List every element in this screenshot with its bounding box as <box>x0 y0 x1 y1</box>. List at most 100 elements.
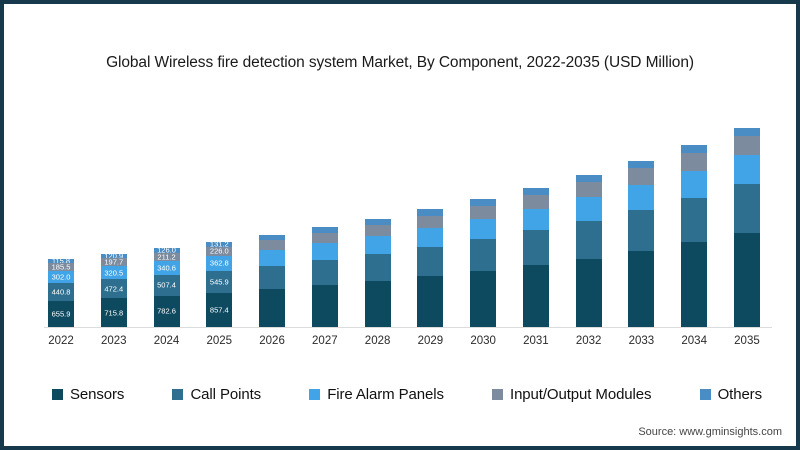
bar-segment: 185.5 <box>48 263 74 271</box>
bar-segment <box>522 230 549 266</box>
bar-segment <box>681 170 708 198</box>
legend-swatch-icon <box>699 389 711 400</box>
bar-segment <box>470 271 497 327</box>
legend-item-call-points: Call Points <box>172 386 261 403</box>
x-axis-label: 2032 <box>575 335 602 347</box>
bar-value-label: 320.5 <box>104 268 124 277</box>
bar-2023: 120.9 197.7 320.5 472.4 715.8 <box>100 251 127 327</box>
legend-item-others: Others <box>699 386 763 403</box>
bar-segment <box>733 232 760 327</box>
x-axis-label: 2031 <box>523 335 549 347</box>
x-axis-label: 2027 <box>312 335 338 347</box>
bar-segment: 507.4 <box>153 275 180 296</box>
bar-value-label: 120.9 <box>104 251 124 261</box>
bar-segment <box>628 209 655 251</box>
source-text: Source: www.gminsights.com <box>638 426 782 438</box>
bar-segment <box>470 205 497 219</box>
bar-segment <box>522 194 549 209</box>
bar-segment <box>364 253 391 282</box>
x-axis-label: 2024 <box>153 335 180 347</box>
bar-2027 <box>311 227 338 327</box>
x-axis-line <box>44 327 772 328</box>
legend-swatch-icon <box>172 389 184 400</box>
bar-value-label: 302.0 <box>51 272 71 282</box>
bar-segment: 782.6 <box>153 295 180 327</box>
bar-segment: 131.2 <box>206 241 233 248</box>
x-axis-label: 2026 <box>259 335 285 347</box>
bar-segment <box>681 242 708 327</box>
bar-segment <box>522 187 549 195</box>
bar-segment <box>311 259 338 286</box>
legend-item-input-output-modules: Input/Output Modules <box>492 386 652 403</box>
bar-value-label: 507.4 <box>157 280 176 290</box>
bar-2032 <box>575 174 602 327</box>
bar-segment: 655.9 <box>48 300 74 327</box>
plot-area: 115.8 185.5 302.0 440.8 655.9 120.9 197.7 320.5… <box>48 104 760 327</box>
bar-segment: 857.4 <box>206 292 233 327</box>
bar-segment: 340.6 <box>153 261 180 276</box>
bar-segment <box>575 220 602 259</box>
bar-segment <box>575 258 602 327</box>
bar-segment <box>628 160 655 169</box>
bar-segment <box>575 174 602 183</box>
x-axis-label: 2022 <box>48 335 74 347</box>
bar-value-label: 115.8 <box>51 256 71 266</box>
bar-segment: 226.0 <box>206 246 233 257</box>
bar-value-label: 472.4 <box>104 283 124 293</box>
bar-segment: 120.9 <box>100 251 127 261</box>
bar-2025: 131.2 226.0 362.8 545.9 857.4 <box>206 241 233 327</box>
bar-segment <box>259 265 286 290</box>
bar-segment <box>364 281 391 327</box>
bar-2024: 126.0 211.2 340.6 507.4 782.6 <box>153 245 180 327</box>
legend-swatch-icon <box>52 389 63 400</box>
bar-segment <box>733 135 760 156</box>
bar-segment <box>681 145 708 154</box>
bar-value-label: 226.0 <box>209 246 229 256</box>
bar-segment <box>522 208 549 231</box>
bar-segment <box>311 243 338 260</box>
bar-value-label: 782.6 <box>157 306 176 316</box>
bar-value-label: 197.7 <box>104 257 124 267</box>
bar-segment <box>575 197 602 221</box>
bar-segment <box>259 240 286 251</box>
bar-segment <box>259 234 286 241</box>
bar-value-label: 340.6 <box>157 263 176 273</box>
bar-value-label: 715.8 <box>104 307 124 317</box>
legend-item-fire-alarm-panels: Fire Alarm Panels <box>309 386 444 403</box>
x-axis-label: 2034 <box>681 335 707 347</box>
bar-2030 <box>470 199 497 327</box>
legend-item-sensors: Sensors <box>52 386 124 403</box>
bar-segment: 440.8 <box>48 282 74 301</box>
bar-segment <box>364 218 391 225</box>
bar-value-label: 857.4 <box>209 305 229 314</box>
bar-value-label: 545.9 <box>209 276 229 286</box>
bar-segment <box>733 155 760 185</box>
bar-2022: 115.8 185.5 302.0 440.8 655.9 <box>48 256 74 327</box>
legend-label: Call Points <box>190 386 262 403</box>
legend-label: Others <box>717 386 763 403</box>
x-axis-label: 2033 <box>628 335 655 347</box>
legend-label: Fire Alarm Panels <box>327 386 444 403</box>
x-axis-label: 2035 <box>734 335 760 347</box>
bar-2033 <box>628 160 655 327</box>
legend-label: Sensors <box>70 386 125 403</box>
bar-segment <box>575 182 602 198</box>
bar-value-label: 185.5 <box>51 262 71 272</box>
chart-title: Global Wireless fire detection system Ma… <box>106 54 694 71</box>
bar-segment <box>628 250 655 327</box>
bar-segment <box>681 197 708 243</box>
bar-segment: 320.5 <box>100 266 127 280</box>
legend: Sensors Call Points Fire Alarm Panels Input… <box>52 386 762 403</box>
bar-segment: 126.0 <box>153 245 180 255</box>
bar-value-label: 126.0 <box>157 245 176 255</box>
bar-segment <box>470 238 497 272</box>
legend-swatch-icon <box>492 389 503 400</box>
bar-segment <box>733 127 760 136</box>
bar-segment <box>417 215 444 228</box>
bar-segment <box>681 153 708 171</box>
x-axis-label: 2028 <box>364 335 391 347</box>
bar-value-label: 362.8 <box>209 258 229 268</box>
bar-2026 <box>259 234 286 327</box>
bar-segment <box>470 199 497 206</box>
